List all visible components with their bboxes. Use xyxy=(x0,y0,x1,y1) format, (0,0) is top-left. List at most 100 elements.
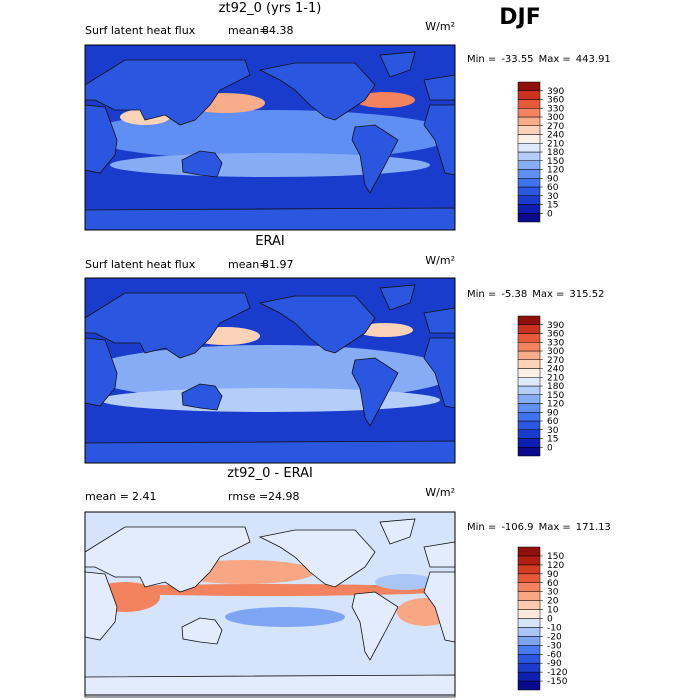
field-shade xyxy=(357,323,413,337)
panel-title: ERAI xyxy=(255,234,284,249)
colorbar-box xyxy=(517,368,541,378)
colorbar-label: 330 xyxy=(547,104,564,114)
panel-title: zt92_0 - ERAI xyxy=(227,466,313,481)
map-panel xyxy=(84,511,456,698)
colorbar-box xyxy=(517,385,541,395)
mean-label: mean= xyxy=(228,24,268,37)
units: W/m² xyxy=(425,486,455,499)
colorbar-label: 90 xyxy=(547,408,559,418)
colorbar-box xyxy=(517,662,541,673)
min-label: Min = xyxy=(467,289,496,300)
colorbar-label: 300 xyxy=(547,113,564,123)
colorbar-box xyxy=(517,315,541,325)
units: W/m² xyxy=(425,20,455,33)
colorbar-label: 360 xyxy=(547,330,564,340)
colorbar-box xyxy=(517,429,541,439)
colorbar-box xyxy=(517,654,541,664)
mean-label: mean= xyxy=(228,258,268,271)
colorbar-box xyxy=(517,627,541,637)
mean-value: 2.41 xyxy=(132,490,157,503)
colorbar-label: -20 xyxy=(547,632,562,642)
colorbar-box xyxy=(517,645,541,655)
colorbar-box xyxy=(517,342,541,352)
colorbar-label: 210 xyxy=(547,139,564,149)
min: -33.55 xyxy=(501,54,533,65)
colorbar-label: 90 xyxy=(547,570,559,580)
panel-title: zt92_0 (yrs 1-1) xyxy=(219,1,322,16)
colorbar-box xyxy=(517,143,541,153)
colorbar-label: 15 xyxy=(547,201,558,211)
colorbar-box xyxy=(517,204,541,214)
colorbar-label: 210 xyxy=(547,373,564,383)
colorbar-box xyxy=(517,178,541,188)
colorbar-box xyxy=(517,618,541,628)
colorbar-label: 270 xyxy=(547,356,564,366)
max: 443.91 xyxy=(576,54,611,65)
colorbar-box xyxy=(517,680,541,691)
colorbar-box xyxy=(517,609,541,619)
colorbar-label: 300 xyxy=(547,347,564,357)
colorbar-label: 330 xyxy=(547,338,564,348)
colorbar-label: -120 xyxy=(547,668,568,678)
colorbar-box xyxy=(517,564,541,575)
max-label: Max = xyxy=(539,522,571,533)
mean-label: mean = xyxy=(85,490,129,503)
field-shade xyxy=(375,574,435,590)
mean-value: 84.38 xyxy=(262,24,294,37)
colorbar-label: -10 xyxy=(547,623,562,633)
colorbar-box xyxy=(517,213,541,223)
colorbar-label: 15 xyxy=(547,435,558,445)
colorbar-label: 390 xyxy=(547,321,564,331)
colorbar-label: 120 xyxy=(547,400,564,410)
colorbar-label: 270 xyxy=(547,122,564,132)
colorbar-box xyxy=(517,403,541,413)
max-label: Max = xyxy=(539,54,571,65)
colorbar-label: 180 xyxy=(547,382,564,392)
field-shade xyxy=(100,388,440,412)
min-max: Min = -106.9 Max = 171.13 xyxy=(467,522,611,533)
colorbar-box xyxy=(517,591,541,601)
mean-value: 81.97 xyxy=(262,258,294,271)
colorbar-box xyxy=(517,151,541,161)
colorbar-box xyxy=(517,582,541,592)
colorbar-box xyxy=(517,555,541,566)
colorbar-box xyxy=(517,108,541,118)
colorbar-box xyxy=(517,324,541,334)
colorbar-label: 90 xyxy=(547,174,559,184)
colorbar-box xyxy=(517,125,541,135)
colorbar-box xyxy=(517,195,541,205)
colorbar-label: 20 xyxy=(547,597,559,607)
colorbar-label: 30 xyxy=(547,426,559,436)
season-title: DJF xyxy=(499,5,540,30)
map-frame xyxy=(84,277,456,464)
min: -5.38 xyxy=(501,289,527,300)
colorbar-label: 150 xyxy=(547,552,564,562)
colorbar-label: 240 xyxy=(547,131,564,141)
colorbar-label: 390 xyxy=(547,87,564,97)
min-label: Min = xyxy=(467,522,496,533)
map-panel xyxy=(84,44,456,231)
colorbar-box xyxy=(517,377,541,387)
colorbar-box xyxy=(517,359,541,369)
colorbar-box xyxy=(517,546,541,557)
colorbar-label: -90 xyxy=(547,659,562,669)
colorbar-box xyxy=(517,186,541,196)
map-panel xyxy=(84,277,456,464)
units: W/m² xyxy=(425,254,455,267)
colorbar-box xyxy=(517,394,541,404)
colorbar-box xyxy=(517,636,541,646)
colorbar-label: 0 xyxy=(547,443,553,453)
colorbar-label: 240 xyxy=(547,365,564,375)
colorbar-box xyxy=(517,350,541,360)
max-label: Max = xyxy=(532,289,564,300)
max: 171.13 xyxy=(576,522,611,533)
rmse-label: rmse = xyxy=(228,490,268,503)
colorbar-label: -60 xyxy=(547,650,562,660)
min-label: Min = xyxy=(467,54,496,65)
colorbar-box xyxy=(517,160,541,170)
colorbar-box xyxy=(517,412,541,422)
colorbar-label: 150 xyxy=(547,157,564,167)
colorbar-label: 150 xyxy=(547,391,564,401)
colorbar-label: -30 xyxy=(547,641,562,651)
